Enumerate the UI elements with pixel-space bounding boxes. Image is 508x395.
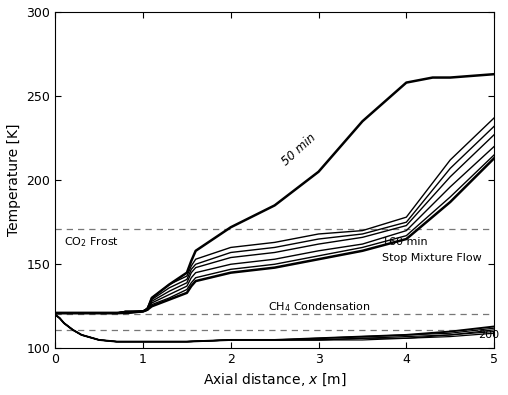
- Text: Stop Mixture Flow: Stop Mixture Flow: [382, 252, 482, 263]
- Text: 200: 200: [479, 330, 499, 340]
- X-axis label: Axial distance, $x$ [m]: Axial distance, $x$ [m]: [203, 372, 346, 388]
- Text: 160 min: 160 min: [382, 237, 427, 247]
- Text: CH$_4$ Condensation: CH$_4$ Condensation: [268, 300, 370, 314]
- Text: CO$_2$ Frost: CO$_2$ Frost: [64, 235, 119, 249]
- Text: 50 min: 50 min: [279, 131, 318, 168]
- Y-axis label: Temperature [K]: Temperature [K]: [7, 124, 21, 236]
